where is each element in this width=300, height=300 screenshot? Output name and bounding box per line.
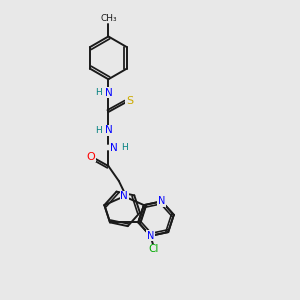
Text: N: N <box>104 125 112 135</box>
Text: H: H <box>122 143 128 152</box>
Text: H: H <box>95 126 102 135</box>
Text: N: N <box>120 191 128 201</box>
Text: H: H <box>95 88 102 97</box>
Text: O: O <box>87 152 95 161</box>
Text: N: N <box>104 88 112 98</box>
Text: CH₃: CH₃ <box>100 14 117 22</box>
Text: N: N <box>158 196 165 206</box>
Text: N: N <box>110 142 118 153</box>
Text: Cl: Cl <box>148 244 159 254</box>
Text: S: S <box>126 96 133 106</box>
Text: N: N <box>147 231 154 241</box>
